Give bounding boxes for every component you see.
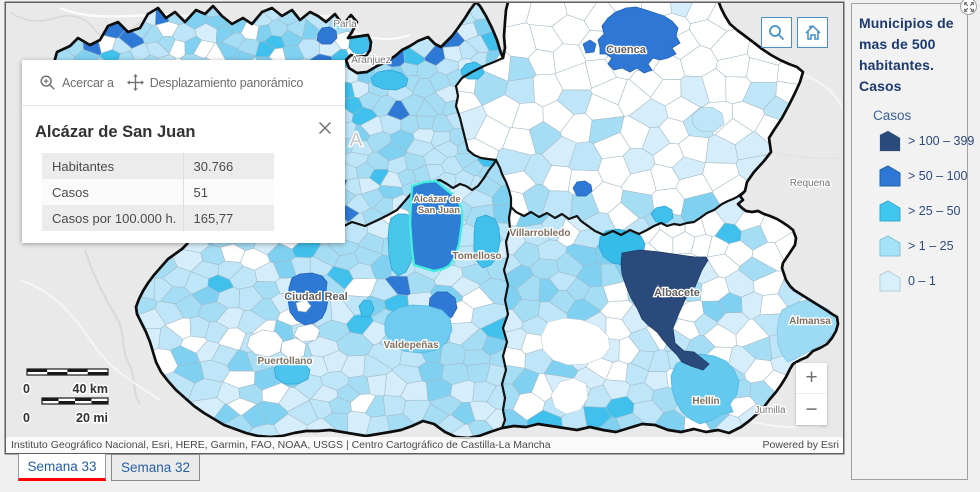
svg-text:Valdepeñas: Valdepeñas — [383, 340, 438, 351]
svg-text:0: 0 — [23, 411, 30, 425]
svg-text:Jumilla: Jumilla — [754, 405, 786, 416]
svg-text:San Juan: San Juan — [418, 205, 460, 216]
svg-text:0: 0 — [23, 382, 30, 396]
svg-text:Aranjuez: Aranjuez — [351, 55, 390, 66]
svg-text:Albacete: Albacete — [654, 287, 700, 299]
svg-text:20 mi: 20 mi — [76, 411, 108, 425]
svg-text:Requena: Requena — [790, 178, 831, 189]
svg-text:Villarrobledo: Villarrobledo — [510, 228, 571, 239]
svg-text:Cuenca: Cuenca — [606, 44, 647, 56]
svg-text:A: A — [350, 130, 363, 151]
svg-text:Parla: Parla — [333, 19, 357, 30]
svg-text:40 km: 40 km — [73, 382, 108, 396]
svg-text:Ciudad Real: Ciudad Real — [284, 291, 348, 303]
svg-text:Alcázar de: Alcázar de — [413, 194, 461, 205]
svg-text:Tomelloso: Tomelloso — [452, 251, 501, 262]
svg-text:Puertollano: Puertollano — [257, 356, 312, 367]
svg-text:Almansa: Almansa — [789, 316, 831, 327]
svg-text:Hellín: Hellín — [692, 396, 719, 407]
